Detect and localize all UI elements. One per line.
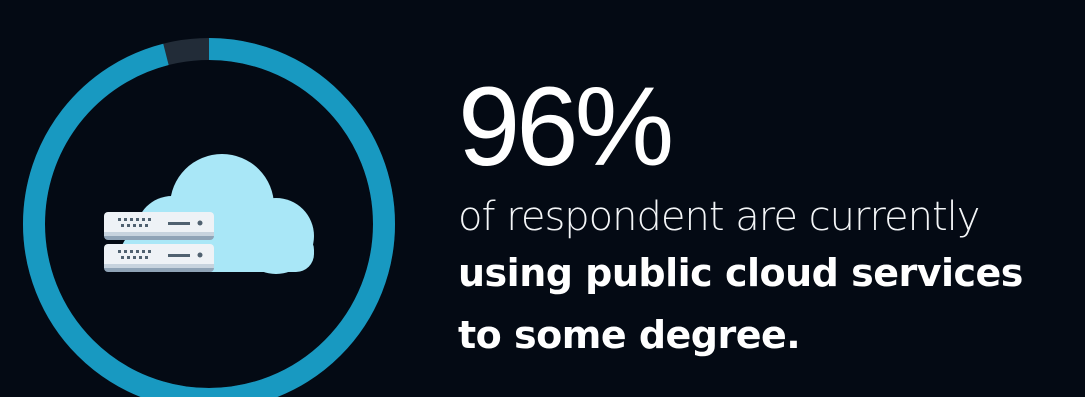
stat-emphasis-line-2: to some degree. bbox=[458, 313, 801, 357]
stat-value: 96% bbox=[458, 64, 674, 189]
server-unit-bottom bbox=[104, 244, 214, 272]
server-icon bbox=[104, 212, 214, 272]
server-unit-top bbox=[104, 212, 214, 240]
stat-description: of respondent are currently bbox=[458, 194, 980, 240]
cloud-server-graphic bbox=[23, 38, 395, 397]
stat-emphasis-line-1: using public cloud services bbox=[458, 251, 1023, 295]
stat-text-block: 96% of respondent are currently using pu… bbox=[458, 68, 1078, 366]
progress-ring bbox=[23, 38, 395, 397]
progress-ring-fill bbox=[23, 38, 395, 397]
